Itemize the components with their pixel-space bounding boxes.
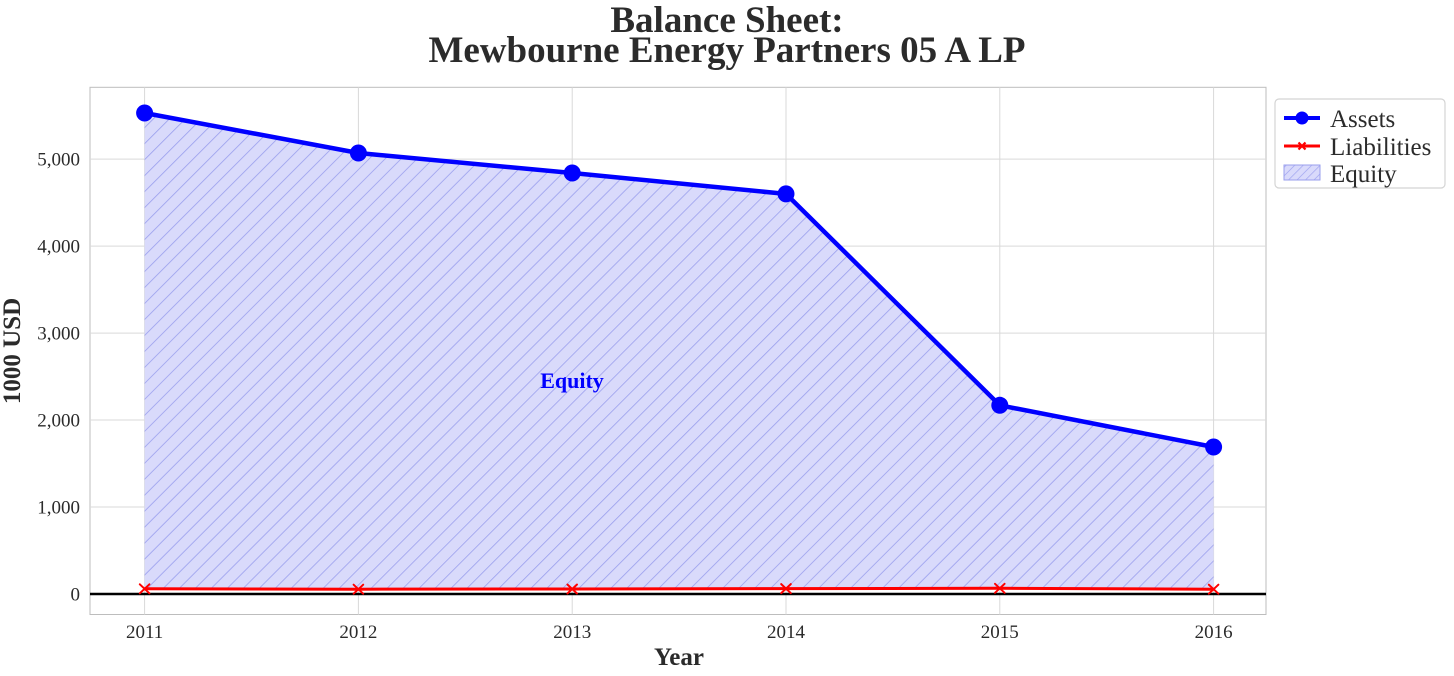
svg-text:2016: 2016 <box>1195 622 1233 643</box>
svg-text:Equity: Equity <box>1330 161 1397 188</box>
svg-text:3,000: 3,000 <box>37 323 80 344</box>
svg-text:Equity: Equity <box>540 368 604 393</box>
svg-text:Liabilities: Liabilities <box>1330 134 1431 161</box>
svg-text:5,000: 5,000 <box>37 149 80 170</box>
svg-text:Year: Year <box>654 644 704 671</box>
svg-text:2014: 2014 <box>767 622 806 643</box>
svg-text:2015: 2015 <box>981 622 1019 643</box>
svg-text:2012: 2012 <box>339 622 377 643</box>
svg-text:1,000: 1,000 <box>37 497 80 518</box>
svg-text:Assets: Assets <box>1330 106 1395 133</box>
svg-text:4,000: 4,000 <box>37 236 80 257</box>
svg-text:2013: 2013 <box>553 622 591 643</box>
svg-text:0: 0 <box>71 584 81 605</box>
svg-text:1000 USD: 1000 USD <box>0 298 26 404</box>
svg-text:2,000: 2,000 <box>37 410 80 431</box>
svg-text:2011: 2011 <box>126 622 163 643</box>
